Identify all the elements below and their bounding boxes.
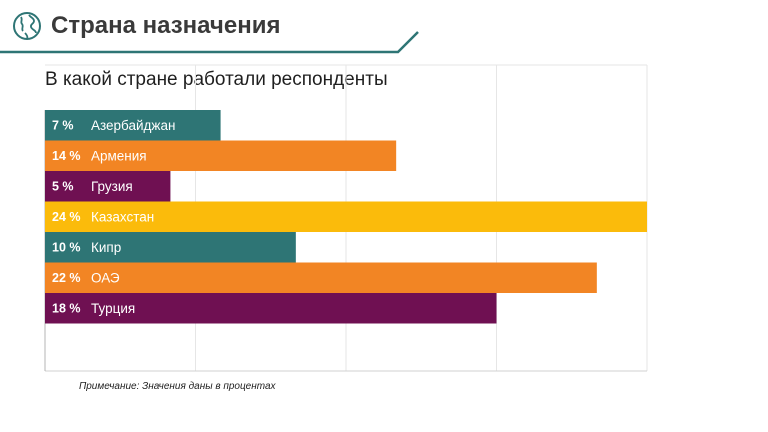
category-label: Азербайджан <box>91 118 175 133</box>
globe-icon <box>13 12 41 40</box>
bar-6 <box>45 262 597 293</box>
bar-4 <box>45 201 647 232</box>
bar-2 <box>45 140 397 171</box>
chart-title: В какой стране работали респонденты <box>45 69 388 90</box>
value-label: 10 % <box>52 240 81 254</box>
category-label: Грузия <box>91 179 133 194</box>
bar-5 <box>45 232 296 263</box>
value-label: 5 % <box>52 179 74 193</box>
category-label: Турция <box>91 301 135 316</box>
category-label: Кипр <box>91 240 121 255</box>
category-label: ОАЭ <box>91 270 120 285</box>
bar-3 <box>45 171 171 202</box>
bar-1 <box>45 110 221 141</box>
value-label: 18 % <box>52 301 81 315</box>
page-title: Страна назначения <box>51 12 281 39</box>
footnote: Примечание: Значения даны в процентах <box>79 381 276 392</box>
value-label: 14 % <box>52 149 81 163</box>
header-underline <box>0 31 419 54</box>
value-label: 24 % <box>52 210 81 224</box>
category-label: Казахстан <box>91 209 154 224</box>
value-label: 22 % <box>52 271 81 285</box>
value-label: 7 % <box>52 118 74 132</box>
page-header: Страна назначения <box>0 0 768 56</box>
category-label: Армения <box>91 148 147 163</box>
bar-7 <box>45 293 497 324</box>
